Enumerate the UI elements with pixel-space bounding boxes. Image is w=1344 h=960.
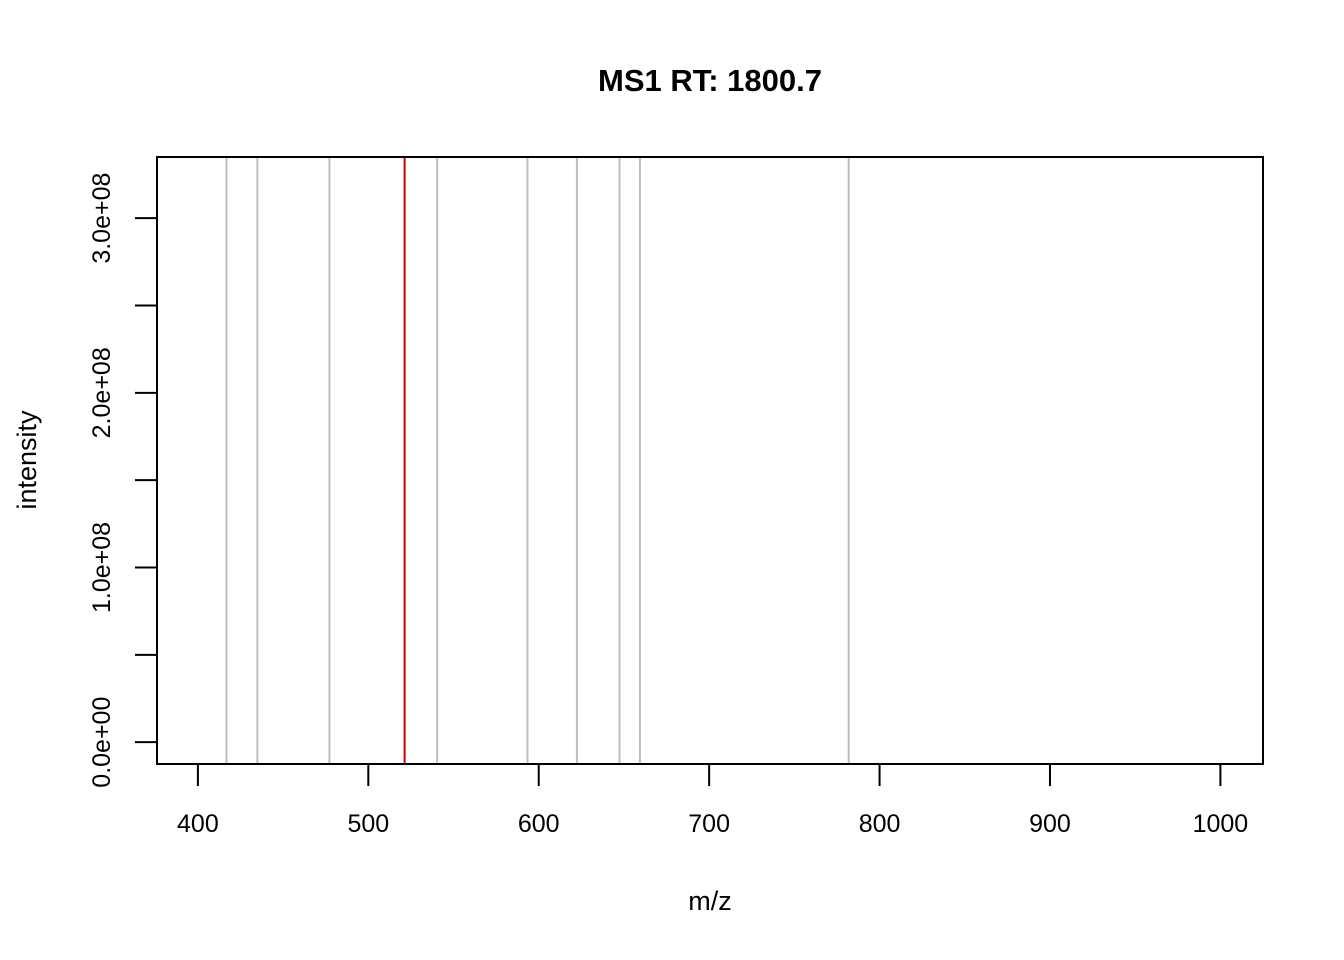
x-axis: 400 500 600 700 800 900 1000: [177, 763, 1249, 838]
y-tick-label-2: 1.0e+08: [88, 522, 116, 613]
x-axis-label: m/z: [688, 886, 732, 916]
y-axis: 0.0e+00 1.0e+08 2.0e+08 3.0e+08: [88, 173, 158, 788]
chart-title: MS1 RT: 1800.7: [598, 63, 822, 98]
y-tick-label-4: 2.0e+08: [88, 347, 116, 438]
y-tick-label-0: 0.0e+00: [88, 697, 116, 788]
x-tick-label-6: 1000: [1193, 810, 1249, 838]
x-tick-label-0: 400: [177, 810, 219, 838]
plot-box: [156, 156, 1264, 765]
x-tick-label-3: 700: [688, 810, 730, 838]
x-tick-label-4: 800: [859, 810, 901, 838]
y-tick-label-6: 3.0e+08: [88, 173, 116, 264]
x-tick-label-5: 900: [1029, 810, 1071, 838]
x-tick-label-1: 500: [347, 810, 389, 838]
peak-lines: [225, 157, 850, 764]
x-tick-label-2: 600: [518, 810, 560, 838]
y-axis-label: intensity: [12, 410, 42, 510]
